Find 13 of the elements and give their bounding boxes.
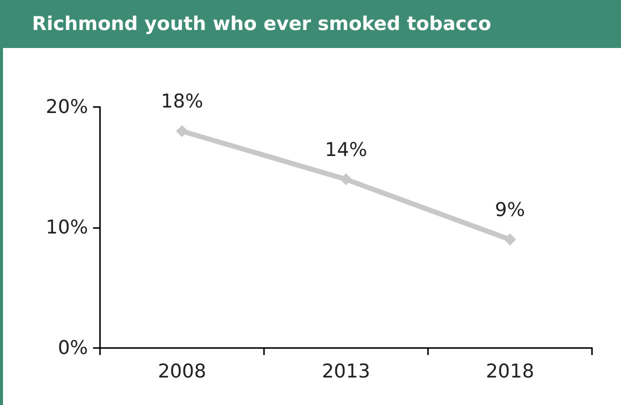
y-tick-label: 20% bbox=[46, 96, 88, 118]
data-label: 18% bbox=[160, 90, 204, 113]
x-tick-label: 2013 bbox=[322, 360, 370, 382]
data-label: 14% bbox=[324, 138, 368, 161]
y-tick-label: 10% bbox=[46, 216, 88, 238]
chart-title: Richmond youth who ever smoked tobacco bbox=[0, 0, 621, 48]
point bbox=[340, 173, 352, 186]
point bbox=[176, 125, 188, 138]
x-tick-label: 2018 bbox=[486, 360, 534, 382]
point bbox=[504, 234, 516, 246]
y-tick-label: 0% bbox=[58, 337, 88, 359]
data-label: 9% bbox=[494, 199, 526, 222]
x-tick-label: 2008 bbox=[158, 360, 206, 382]
